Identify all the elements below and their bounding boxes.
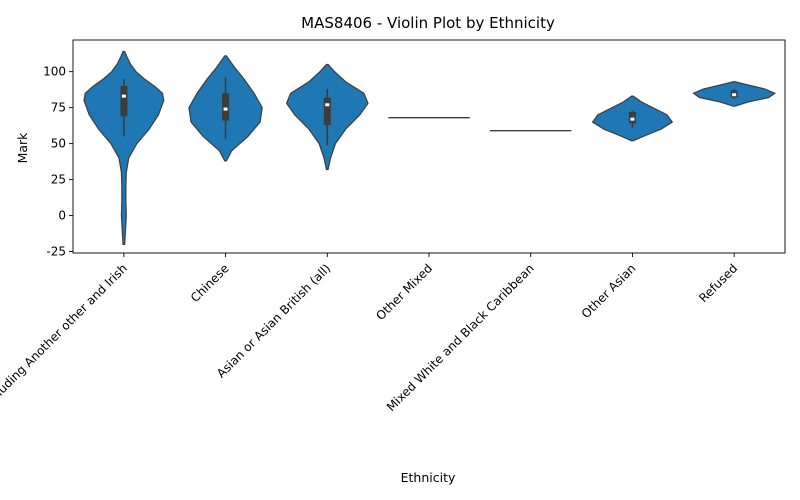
x-axis-label: Ethnicity — [401, 470, 456, 485]
y-tick-label: 100 — [43, 65, 66, 79]
violin-group — [83, 50, 777, 245]
x-tick-label: Refused — [696, 261, 740, 305]
violin-median — [630, 117, 635, 121]
violin-box — [222, 93, 230, 121]
y-axis: -25 0 25 50 75 100 — [43, 65, 73, 259]
x-tick-label: Asian or Asian British (all) — [214, 261, 333, 380]
y-axis-label: Mark — [15, 132, 30, 164]
y-tick-label: 75 — [51, 101, 66, 115]
y-tick-label: -25 — [46, 245, 66, 259]
violin-median — [732, 93, 737, 97]
x-axis: White including Another other and Irish C… — [0, 253, 740, 438]
x-tick-label: Other Asian — [579, 261, 639, 321]
violin-box — [323, 97, 331, 125]
x-tick-label: Chinese — [188, 261, 232, 305]
x-tick-label: Other Mixed — [373, 261, 435, 323]
y-tick-label: 0 — [58, 209, 66, 223]
violin-median — [223, 107, 228, 111]
violin-box — [120, 86, 128, 117]
violin-median — [121, 94, 126, 98]
violin-median — [325, 103, 330, 107]
y-tick-label: 50 — [51, 137, 66, 151]
violin-body — [83, 50, 165, 245]
plot-frame — [72, 39, 786, 254]
x-tick-label: White including Another other and Irish — [0, 261, 130, 438]
chart-title: MAS8406 - Violin Plot by Ethnicity — [301, 14, 555, 32]
y-tick-label: 25 — [51, 173, 66, 187]
